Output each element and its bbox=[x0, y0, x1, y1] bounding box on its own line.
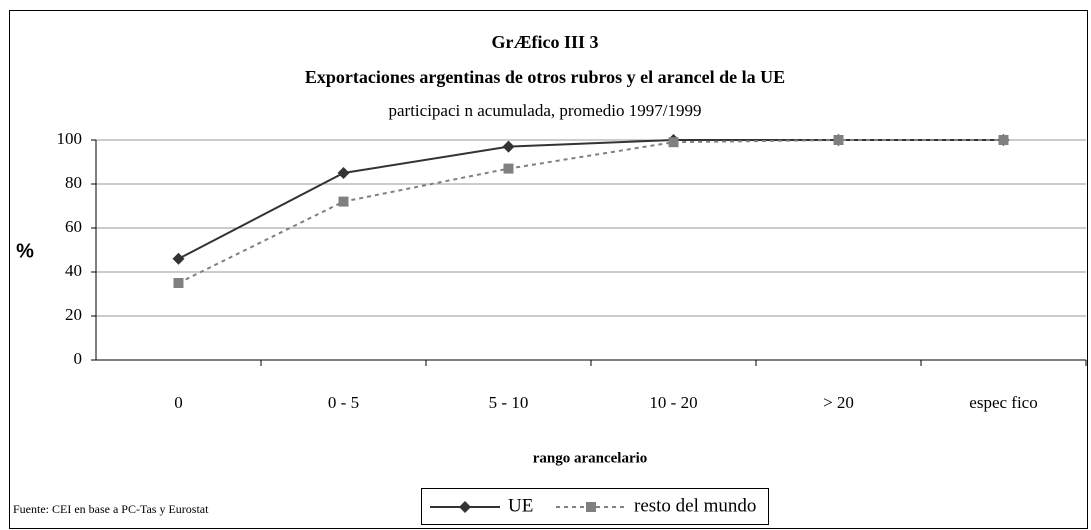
legend-label: resto del mundo bbox=[634, 495, 756, 516]
y-axis-label: % bbox=[16, 240, 34, 262]
chart-subtitle: participaci n acumulada, promedio 1997/1… bbox=[389, 101, 702, 120]
chart-subtitle: Exportaciones argentinas de otros rubros… bbox=[305, 67, 785, 87]
point bbox=[173, 278, 184, 288]
point bbox=[833, 135, 844, 145]
source-note: Fuente: CEI en base a PC-Tas y Eurostat bbox=[13, 502, 209, 516]
y-tick-label: 0 bbox=[74, 349, 83, 368]
point bbox=[998, 135, 1009, 145]
y-tick-label: 20 bbox=[65, 305, 82, 324]
point bbox=[503, 163, 514, 174]
x-axis-label: rango arancelario bbox=[533, 450, 648, 466]
chart-title: GrÆfico III 3 bbox=[492, 32, 599, 52]
y-tick-label: 40 bbox=[65, 261, 82, 280]
point bbox=[172, 252, 185, 265]
point bbox=[338, 196, 349, 207]
legend-marker bbox=[586, 502, 596, 512]
y-tick-label: 100 bbox=[57, 129, 83, 148]
x-tick-label: > 20 bbox=[823, 393, 854, 412]
series-line bbox=[178, 139, 1004, 260]
y-tick-label: 60 bbox=[65, 217, 82, 236]
x-tick-label: 10 - 20 bbox=[649, 393, 697, 412]
y-tick-label: 80 bbox=[65, 173, 82, 192]
x-tick-label: 0 bbox=[174, 393, 183, 412]
x-tick-label: espec fico bbox=[969, 393, 1037, 412]
legend-marker bbox=[459, 501, 471, 513]
x-tick-label: 0 - 5 bbox=[328, 393, 359, 412]
series-line bbox=[178, 139, 1004, 284]
point bbox=[337, 167, 350, 179]
legend-label: UE bbox=[508, 495, 533, 516]
point bbox=[668, 137, 679, 148]
x-tick-label: 5 - 10 bbox=[489, 393, 529, 412]
point bbox=[502, 140, 515, 153]
chart-border bbox=[9, 10, 1088, 529]
